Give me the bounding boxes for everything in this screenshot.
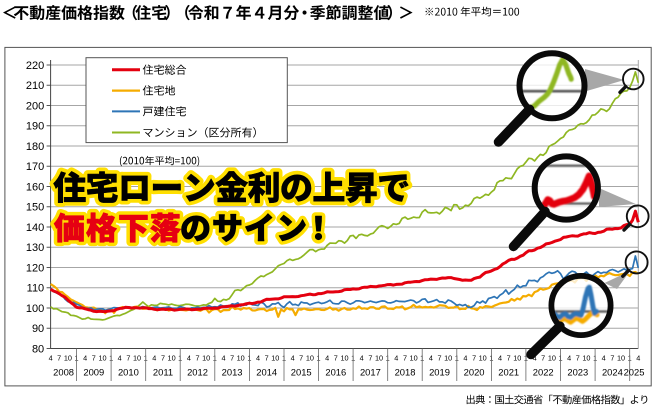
svg-text:2008: 2008 [53,367,74,378]
svg-text:10: 10 [271,354,279,363]
svg-text:7: 7 [507,354,511,363]
svg-text:2023: 2023 [567,367,588,378]
svg-text:4: 4 [602,354,606,363]
svg-text:2022: 2022 [533,367,554,378]
svg-text:2013: 2013 [222,367,243,378]
svg-text:4: 4 [394,354,398,363]
svg-text:160: 160 [26,181,44,193]
svg-text:7: 7 [437,354,441,363]
svg-text:190: 190 [26,121,44,133]
svg-text:7: 7 [57,354,61,363]
svg-text:7: 7 [230,354,234,363]
svg-text:10: 10 [548,354,556,363]
svg-text:120: 120 [26,262,44,274]
svg-text:4: 4 [498,354,502,363]
svg-text:170: 170 [26,161,44,173]
svg-text:130: 130 [26,242,44,254]
svg-text:7: 7 [161,354,165,363]
svg-text:2019: 2019 [429,367,450,378]
svg-text:2009: 2009 [83,367,104,378]
svg-text:7: 7 [92,354,96,363]
svg-text:10: 10 [582,354,590,363]
svg-text:4: 4 [221,354,225,363]
svg-text:210: 210 [26,80,44,92]
svg-text:7: 7 [265,354,269,363]
svg-text:4: 4 [83,354,87,363]
svg-text:100: 100 [26,303,44,315]
svg-text:150: 150 [26,202,44,214]
svg-text:7: 7 [576,354,580,363]
svg-text:7: 7 [334,354,338,363]
svg-text:4: 4 [533,354,537,363]
svg-text:2015: 2015 [291,367,312,378]
svg-text:7: 7 [195,354,199,363]
svg-text:10: 10 [617,354,625,363]
svg-text:10: 10 [98,354,106,363]
svg-text:10: 10 [202,354,210,363]
svg-text:200: 200 [26,100,44,112]
svg-text:7: 7 [541,354,545,363]
svg-text:110: 110 [27,283,45,295]
svg-text:2024: 2024 [602,367,623,378]
svg-text:7: 7 [403,354,407,363]
svg-text:4: 4 [463,354,467,363]
svg-text:7: 7 [610,354,614,363]
svg-text:4: 4 [152,354,156,363]
svg-text:10: 10 [513,354,521,363]
svg-text:10: 10 [479,354,487,363]
svg-text:10: 10 [306,354,314,363]
svg-text:7: 7 [126,354,130,363]
svg-text:4: 4 [360,354,364,363]
svg-text:4: 4 [429,354,433,363]
svg-text:10: 10 [340,354,348,363]
svg-text:2014: 2014 [256,367,277,378]
svg-text:10: 10 [133,354,141,363]
svg-text:4: 4 [567,354,571,363]
svg-text:220: 220 [26,60,44,72]
svg-text:2011: 2011 [153,367,173,378]
svg-text:4: 4 [49,354,53,363]
svg-text:7: 7 [472,354,476,363]
svg-text:80: 80 [32,343,44,355]
svg-text:7: 7 [368,354,372,363]
svg-text:2025: 2025 [624,367,645,378]
svg-text:10: 10 [237,354,245,363]
svg-text:90: 90 [32,323,44,335]
svg-text:4: 4 [325,354,329,363]
svg-text:7: 7 [299,354,303,363]
svg-text:2021: 2021 [498,367,519,378]
svg-text:2016: 2016 [325,367,346,378]
svg-text:4: 4 [118,354,122,363]
svg-text:180: 180 [26,141,44,153]
svg-text:4: 4 [291,354,295,363]
svg-text:4: 4 [187,354,191,363]
svg-text:4: 4 [256,354,260,363]
svg-text:2010: 2010 [118,367,139,378]
svg-text:10: 10 [168,354,176,363]
svg-text:10: 10 [444,354,452,363]
svg-text:2018: 2018 [395,367,416,378]
svg-text:10: 10 [410,354,418,363]
svg-text:2012: 2012 [187,367,208,378]
svg-text:10: 10 [375,354,383,363]
svg-text:4: 4 [636,354,640,363]
svg-text:10: 10 [64,354,72,363]
svg-text:140: 140 [26,222,44,234]
svg-text:2017: 2017 [360,367,381,378]
svg-text:2020: 2020 [464,367,485,378]
